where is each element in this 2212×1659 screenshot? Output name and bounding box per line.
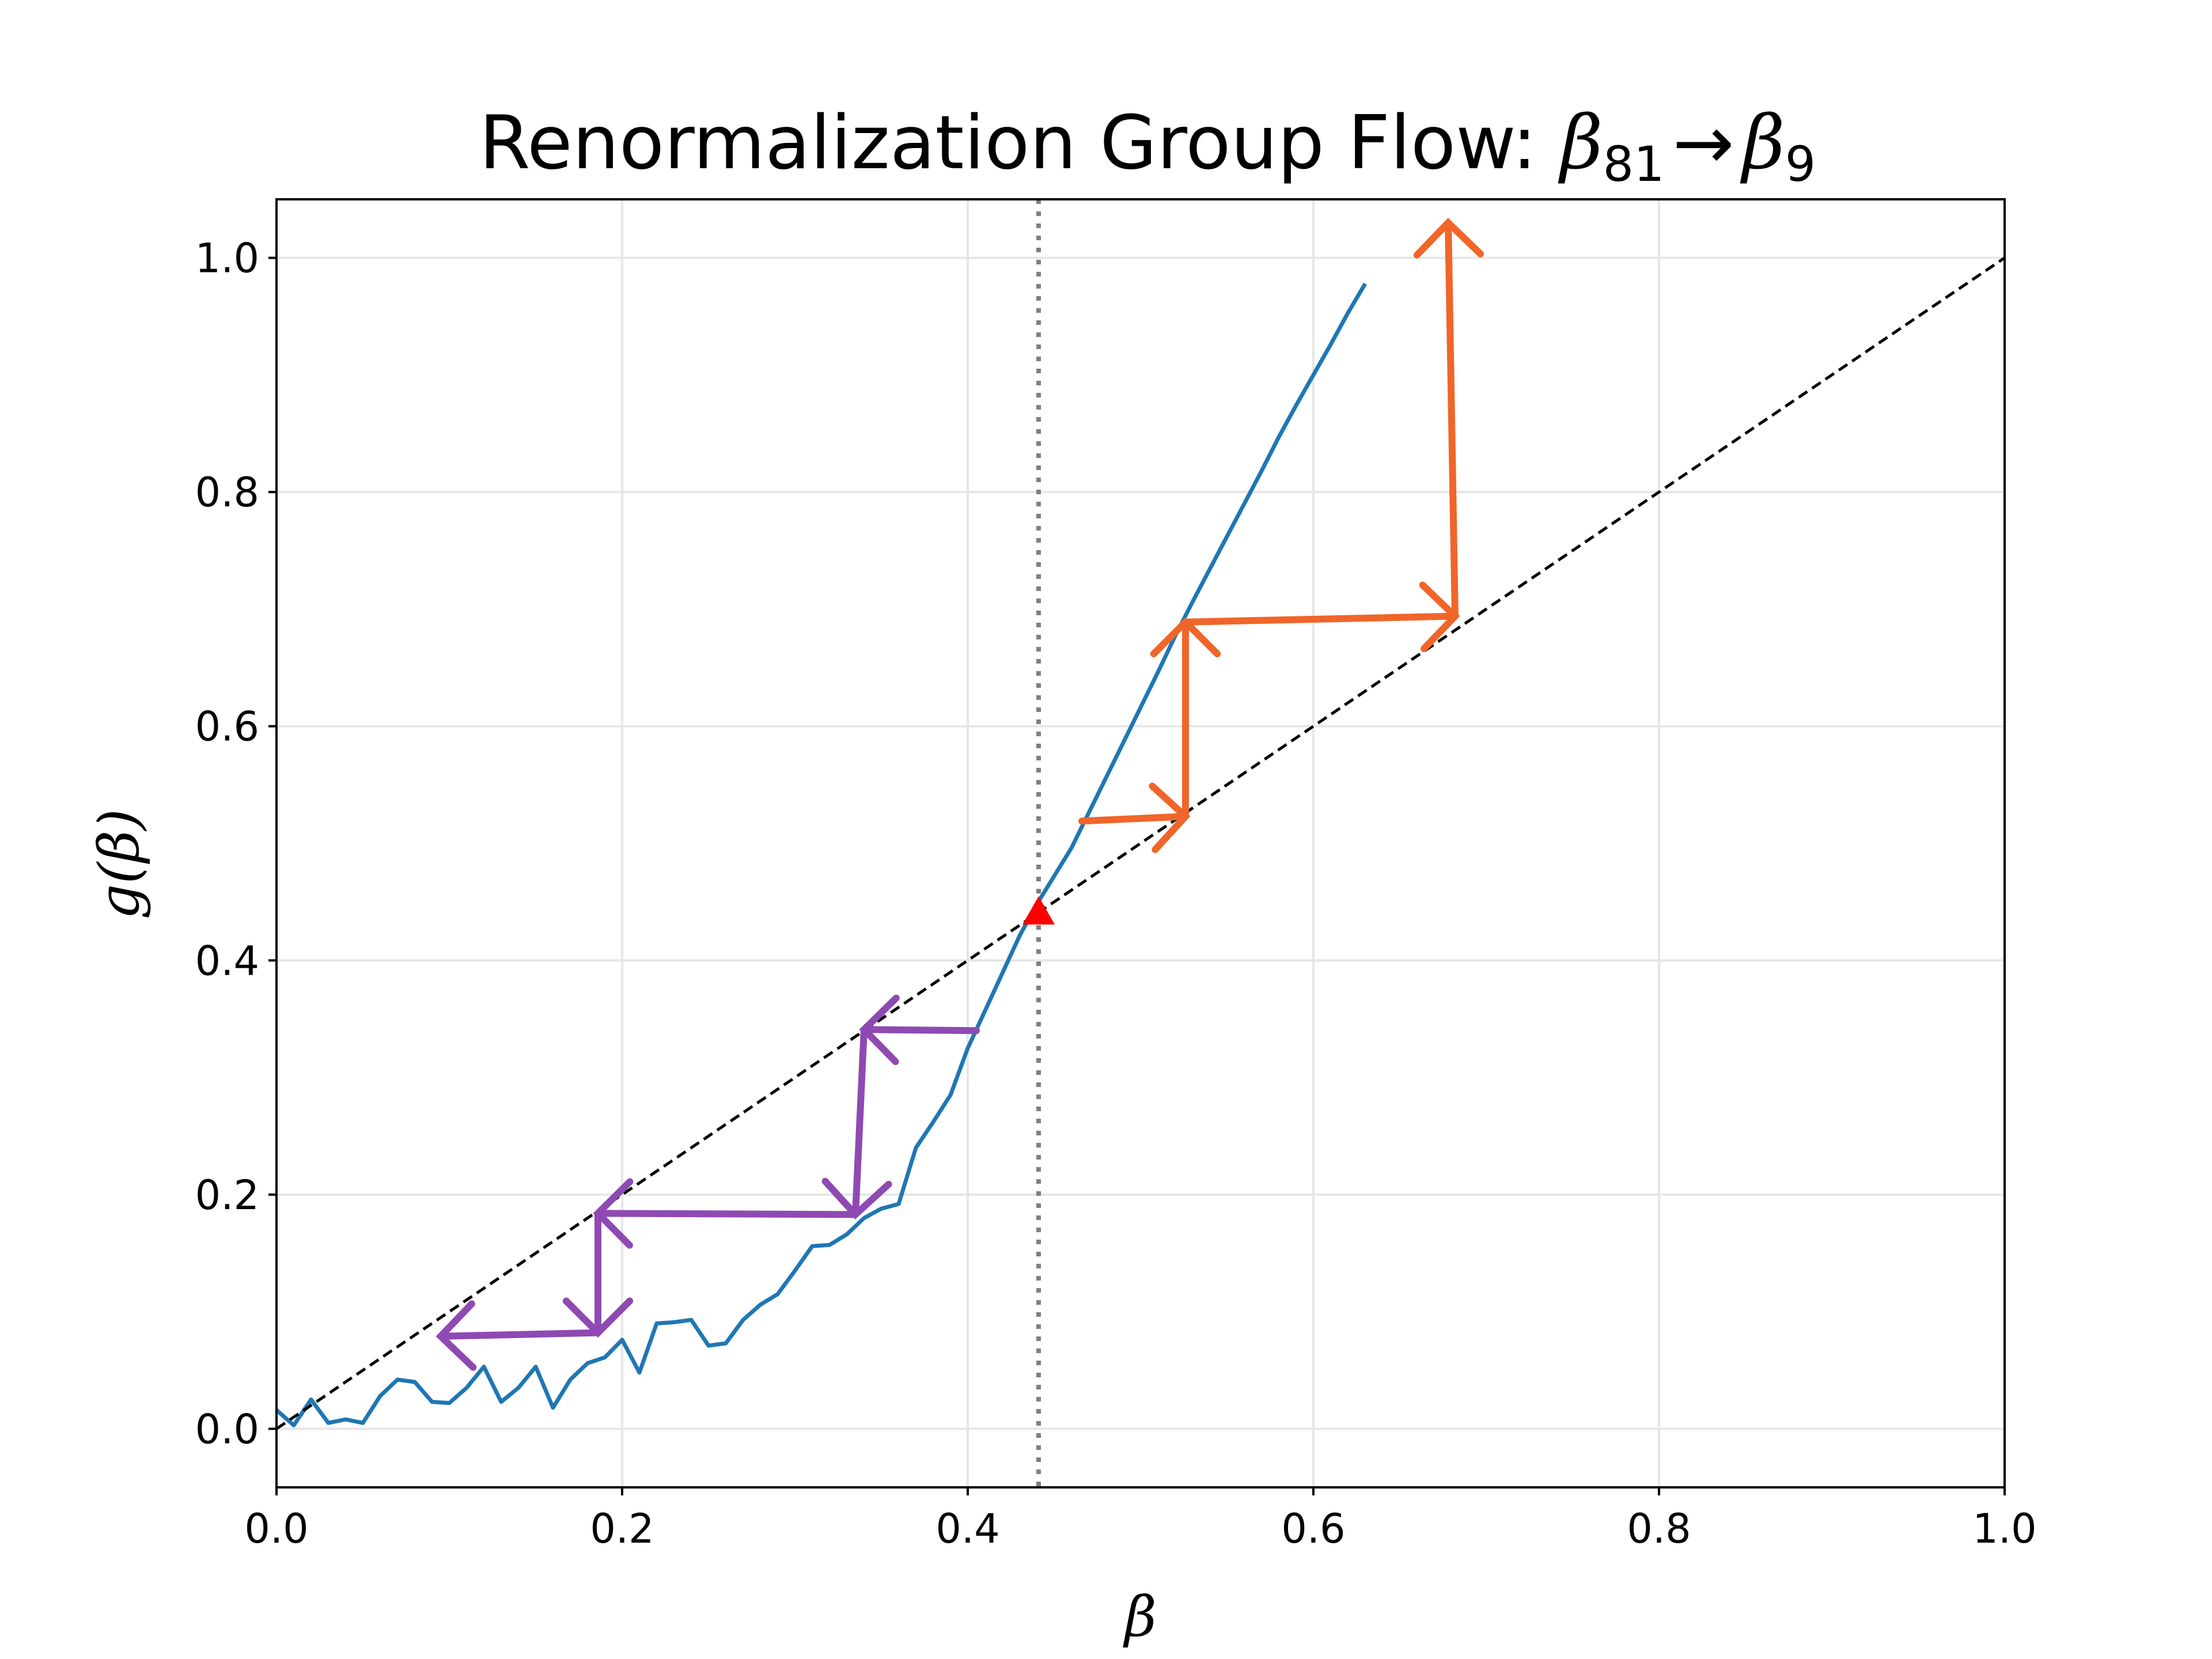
y-tick-label: 0.4	[195, 937, 259, 984]
flow-arrow-head	[435, 1300, 477, 1371]
plot-frame	[275, 198, 2006, 1488]
y-tick-label: 0.0	[195, 1406, 259, 1453]
x-tick-label: 0.8	[1627, 1505, 1691, 1552]
y-tick-label: 0.8	[195, 469, 259, 516]
x-tick-label: 1.0	[1972, 1505, 2036, 1552]
x-axis-label: β	[1123, 1585, 1157, 1649]
flow-arrow-shaft	[1182, 612, 1459, 626]
y-axis-label: g(β)	[87, 809, 151, 919]
axes: 0.0 0.2 0.4 0.6 0.8 1.0 0.0 0.2 0.4 0.6 0.8 1.0	[195, 235, 2037, 1552]
y-tick-label: 0.2	[195, 1172, 259, 1219]
x-tick-label: 0.6	[1281, 1505, 1345, 1552]
flow-arrow-shaft	[852, 1026, 868, 1218]
chart-title: Renormalization Group Flow: β81 → β9	[479, 100, 1816, 192]
x-tick-label: 0.0	[244, 1505, 308, 1552]
flow-arrow-high	[1413, 218, 1484, 620]
flow-arrow-shaft	[437, 1329, 601, 1340]
x-tick-label: 0.4	[935, 1505, 999, 1552]
y-tick-label: 1.0	[195, 235, 259, 282]
flow-arrow-shaft	[861, 1026, 980, 1035]
flow-arrow-shaft	[1445, 219, 1459, 620]
plot-data	[276, 199, 2005, 1487]
critical-point-marker	[1022, 896, 1055, 925]
flow-arrow-shaft	[1078, 813, 1189, 825]
flow-arrow-shaft	[594, 1210, 859, 1218]
x-tick-label: 0.2	[590, 1505, 654, 1552]
identity-line	[276, 256, 2005, 1430]
y-tick-label: 0.6	[195, 703, 259, 751]
flow-arrow-low	[435, 1300, 601, 1371]
flow-arrow-head	[1413, 218, 1484, 259]
